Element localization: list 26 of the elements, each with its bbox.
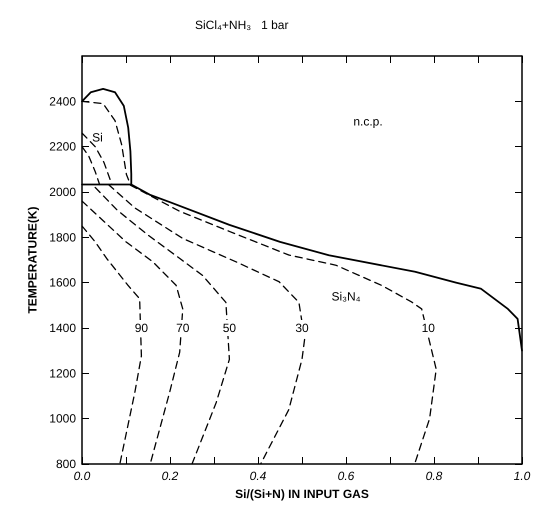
x-tick-label: 0.8 [426, 469, 443, 483]
annotation: 30 [295, 321, 309, 335]
annotation: 10 [422, 321, 436, 335]
y-tick-label: 2200 [49, 140, 76, 154]
y-tick-label: 1600 [49, 276, 76, 290]
annotation: Si₃N₄ [331, 290, 361, 304]
x-axis-title: Si/(Si+N) IN INPUT GAS [235, 487, 369, 501]
x-tick-label: 1.0 [514, 469, 531, 483]
y-tick-label: 2000 [49, 185, 76, 199]
y-tick-label: 2400 [49, 94, 76, 108]
annotation: 50 [222, 321, 236, 335]
y-tick-label: 1800 [49, 230, 76, 244]
x-tick-label: 0.6 [338, 469, 355, 483]
x-tick-label: 0.2 [162, 469, 179, 483]
y-axis-title: TEMPERATURE(K) [25, 206, 40, 314]
y-tick-label: 1400 [49, 321, 76, 335]
annotation: n.c.p. [353, 114, 383, 128]
x-tick-label: 0.0 [74, 469, 91, 483]
y-tick-label: 1000 [49, 412, 76, 426]
chart-title: SiCl₄+NH₃ 1 bar [195, 18, 288, 32]
y-tick-label: 800 [56, 457, 76, 471]
y-tick-label: 1200 [49, 366, 76, 380]
annotation: 70 [176, 321, 190, 335]
annotation: 90 [134, 321, 148, 335]
x-tick-label: 0.4 [250, 469, 267, 483]
annotation: Si [92, 130, 103, 145]
